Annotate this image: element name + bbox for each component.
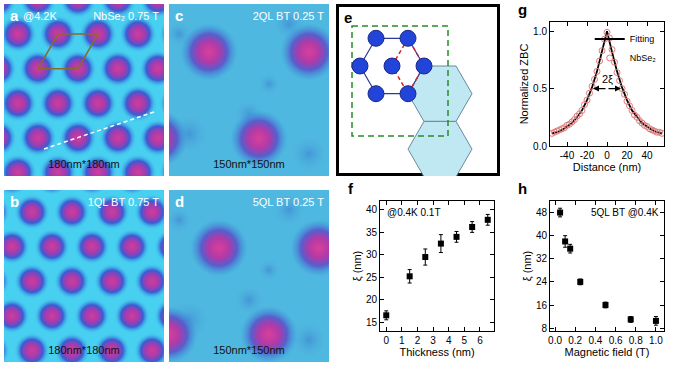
svg-text:6: 6 [477,335,483,346]
svg-text:3: 3 [430,335,436,346]
svg-text:40: 40 [536,230,548,241]
svg-text:20: 20 [621,150,633,161]
svg-text:Thickness (nm): Thickness (nm) [399,346,474,358]
svg-text:Fitting: Fitting [630,34,655,44]
svg-text:b: b [10,193,19,210]
svg-text:ξ (nm): ξ (nm) [521,251,533,282]
svg-text:180nm*180nm: 180nm*180nm [48,344,120,356]
svg-text:1QL BT 0.75 T: 1QL BT 0.75 T [88,196,160,208]
svg-text:40: 40 [641,150,653,161]
svg-text:NbSe₂: NbSe₂ [630,53,657,63]
svg-text:1: 1 [399,335,405,346]
svg-text:0.0: 0.0 [548,335,562,346]
svg-text:5QL BT @0.4K: 5QL BT @0.4K [591,207,659,218]
svg-text:24: 24 [536,276,548,287]
svg-text:40: 40 [366,204,378,215]
svg-text:150nm*150nm: 150nm*150nm [213,158,285,170]
svg-text:2: 2 [415,335,421,346]
svg-text:35: 35 [366,227,378,238]
svg-text:0: 0 [604,150,610,161]
svg-text:f: f [348,181,354,197]
svg-text:g: g [518,2,527,18]
svg-text:2ξ: 2ξ [602,73,613,85]
svg-text:Distance (nm): Distance (nm) [573,161,641,173]
svg-text:e: e [344,9,352,26]
svg-text:180nm*180nm: 180nm*180nm [48,158,120,170]
svg-text:d: d [175,193,184,210]
svg-text:@0.4K 0.1T: @0.4K 0.1T [387,207,441,218]
svg-text:25: 25 [366,272,378,283]
svg-text:5QL BT 0.25 T: 5QL BT 0.25 T [253,196,325,208]
svg-text:0.0: 0.0 [533,141,547,152]
svg-text:h: h [518,181,527,197]
svg-text:0.6: 0.6 [609,335,623,346]
svg-text:c: c [175,7,183,24]
svg-text:NbSe₂ 0.75 T: NbSe₂ 0.75 T [93,10,159,22]
svg-text:0.5: 0.5 [533,83,547,94]
svg-text:32: 32 [536,253,548,264]
svg-text:20: 20 [366,294,378,305]
svg-text:0.2: 0.2 [568,335,582,346]
svg-text:30: 30 [366,249,378,260]
svg-text:1.0: 1.0 [533,26,547,37]
svg-text:4: 4 [446,335,452,346]
svg-text:1.0: 1.0 [649,335,663,346]
svg-text:8: 8 [541,323,547,334]
svg-text:ξ (nm): ξ (nm) [351,251,363,282]
svg-text:0.4: 0.4 [588,335,602,346]
svg-text:-20: -20 [580,150,595,161]
svg-text:15: 15 [366,317,378,328]
svg-text:-40: -40 [560,150,575,161]
svg-text:Magnetic field (T): Magnetic field (T) [565,346,650,358]
svg-text:16: 16 [536,300,548,311]
svg-text:Normalized ZBC: Normalized ZBC [518,44,530,125]
svg-text:48: 48 [536,207,548,218]
svg-text:2QL BT 0.25 T: 2QL BT 0.25 T [253,10,325,22]
svg-text:a: a [10,7,19,24]
svg-text:5: 5 [462,335,468,346]
svg-text:0.8: 0.8 [629,335,643,346]
svg-text:150nm*150nm: 150nm*150nm [213,344,285,356]
svg-text:@4.2K: @4.2K [23,10,57,22]
svg-text:0: 0 [383,335,389,346]
